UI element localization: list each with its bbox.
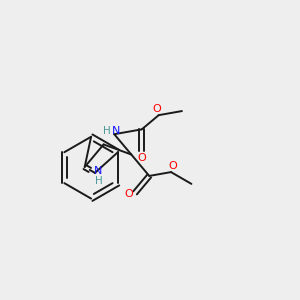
Text: O: O (125, 189, 134, 199)
Text: H: H (94, 176, 102, 186)
Text: N: N (112, 126, 120, 136)
Text: N: N (94, 167, 103, 176)
Text: O: O (168, 161, 177, 171)
Text: O: O (153, 104, 162, 114)
Text: H: H (103, 126, 111, 136)
Text: O: O (137, 153, 146, 163)
